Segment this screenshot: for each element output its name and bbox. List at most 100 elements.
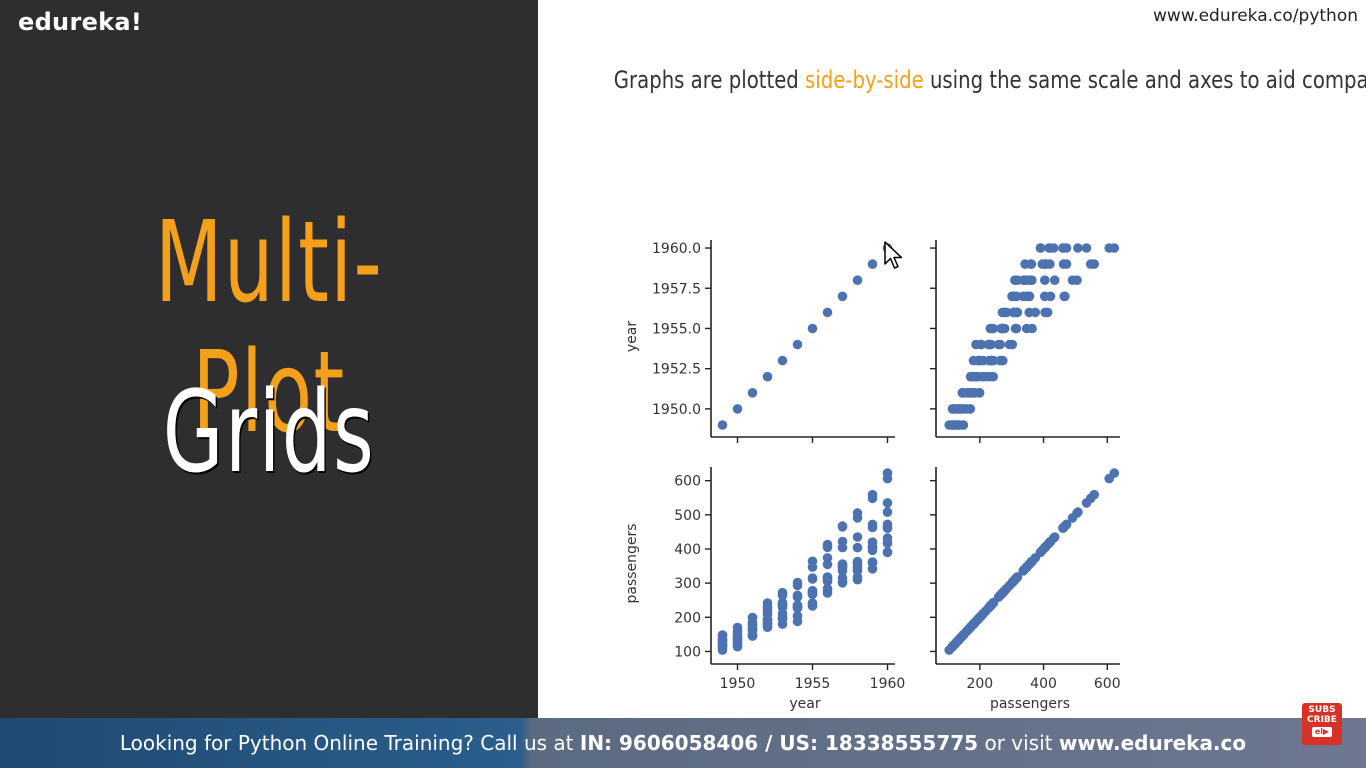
year-vs-year-point [867, 259, 878, 269]
passengers-vs-year-point [1048, 243, 1059, 253]
year-vs-passengers-point [777, 599, 788, 610]
passengers-ytick-label: 400 [674, 542, 701, 558]
passengers-vs-passengers-point [986, 599, 997, 610]
passengers-vs-passengers-point [997, 588, 1008, 598]
year-vs-passengers-point [852, 565, 863, 576]
banner-phone-numbers[interactable]: IN: 9606058406 / US: 18338555775 [579, 731, 979, 755]
year-vs-year-point [807, 323, 818, 334]
passengers-vs-passengers-point [1058, 523, 1068, 533]
year-vs-passengers-point [867, 522, 878, 533]
year-vs-passengers-point [822, 588, 833, 598]
year-xtick-label: 1950 [720, 676, 756, 692]
passengers-vs-year-point [1040, 291, 1050, 302]
year-vs-passengers-point [852, 508, 863, 518]
year-vs-passengers-point [837, 542, 848, 553]
passengers-vs-year-point [1008, 291, 1019, 302]
passengers-xtick-label: 600 [1094, 676, 1120, 692]
passengers-vs-year-point [1058, 259, 1069, 269]
passengers-xtick-label: 200 [966, 676, 993, 692]
passengers-vs-year-point [999, 323, 1010, 334]
passengers-vs-year-point [1010, 275, 1020, 285]
year-vs-year-point [822, 307, 833, 318]
passengers-vs-year-point [1026, 259, 1037, 269]
year-vs-passengers-point [792, 611, 803, 622]
passengers-vs-year-point [1104, 243, 1114, 253]
passengers-vs-passengers-point [1081, 498, 1092, 508]
headline-highlight: side-by-side [805, 66, 924, 94]
year-vs-passengers-point [792, 580, 803, 591]
slide-title-line1: Multi-Plot [154, 198, 384, 458]
year-vs-passengers-point [732, 641, 743, 652]
year-vs-passengers-point [762, 614, 773, 625]
passengers-vs-year-point [975, 355, 985, 366]
year-vs-passengers-point [837, 566, 848, 576]
passengers-vs-year-point [1040, 259, 1050, 269]
mouse-cursor-icon [884, 241, 903, 269]
passengers-xtick-label: 400 [1030, 676, 1057, 692]
year-vs-passengers-point [777, 612, 788, 622]
site-url[interactable]: www.edureka.co/python [1153, 6, 1358, 26]
passengers-vs-year-point [1025, 275, 1036, 285]
passengers-vs-year-point [1018, 275, 1029, 285]
passengers-vs-year-point [986, 355, 997, 366]
year-vs-passengers-point [837, 521, 848, 531]
year-xtick-label: 1955 [795, 676, 831, 692]
passengers-vs-year-point [976, 339, 986, 350]
passengers-vs-passengers-point [976, 611, 986, 622]
headline-text-before: Graphs are plotted [613, 66, 806, 94]
passengers-vs-year-point [984, 339, 994, 350]
passengers-ytick-label: 300 [674, 576, 701, 592]
year-vs-passengers-point [822, 542, 833, 553]
promo-banner: Looking for Python Online Training? Call… [0, 718, 1366, 768]
year-vs-passengers-point [807, 562, 818, 572]
passengers-vs-passengers-point [1104, 473, 1114, 484]
year-ytick-label: 1957.5 [652, 281, 701, 297]
year-vs-passengers-point [837, 576, 848, 587]
passengers-vs-passengers-point [1035, 547, 1046, 558]
banner-prefix: Looking for Python Online Training? Call… [119, 731, 580, 755]
year-vs-passengers-point [792, 592, 803, 602]
year-vs-year-point [777, 355, 788, 366]
year-vs-passengers-point [732, 633, 743, 643]
headline-text-after: using the same scale and axes to aid com… [929, 66, 1366, 94]
passengers-ytick-label: 600 [674, 474, 701, 490]
passengers-ytick-label: 500 [674, 508, 701, 524]
year-vs-passengers-point [807, 574, 818, 584]
passengers-vs-passengers-point [1026, 557, 1037, 567]
year-vs-passengers-point [882, 507, 893, 517]
passengers-vs-year-point [1024, 307, 1034, 318]
year-vs-passengers-point [882, 473, 893, 484]
year-vs-passengers-point [747, 624, 758, 634]
year-vs-passengers-point [807, 599, 818, 610]
year-vs-passengers-point [777, 619, 788, 629]
passengers-vs-year-point [968, 355, 979, 366]
passengers-vs-year-point [993, 339, 1004, 350]
passengers-vs-year-point [1035, 243, 1046, 253]
subscribe-button[interactable]: SUBS CRIBE el▶ [1302, 703, 1342, 745]
year-vs-year-point [747, 388, 758, 398]
passengers-vs-year-point [1021, 323, 1032, 334]
passengers-vs-passengers-point [1073, 507, 1083, 517]
passengers-axis-label: passengers [624, 523, 640, 603]
year-ytick-label: 1955.0 [652, 321, 701, 337]
passengers-vs-year-point [998, 355, 1008, 366]
year-vs-passengers-point [867, 542, 878, 553]
passengers-vs-year-point [1040, 307, 1050, 318]
passengers-vs-year-point [1040, 275, 1050, 285]
year-vs-year-point [852, 275, 863, 285]
passengers-vs-passengers-point [1048, 533, 1059, 543]
year-ytick-label: 1950.0 [652, 402, 701, 418]
passengers-vs-year-point [1060, 291, 1070, 302]
year-vs-year-point [762, 371, 773, 382]
promo-banner-text: Looking for Python Online Training? Call… [0, 731, 1366, 755]
year-vs-year-point [717, 420, 728, 430]
year-vs-passengers-point [807, 585, 818, 596]
year-ytick-label: 1960.0 [652, 241, 701, 257]
year-vs-year-point [792, 339, 803, 350]
subscribe-label-2: CRIBE [1307, 715, 1337, 725]
year-vs-passengers-point [852, 574, 863, 585]
passengers-x-axis-label: passengers [990, 696, 1070, 712]
slide-title-line2: Grids [162, 368, 376, 498]
banner-site-link[interactable]: www.edureka.co [1058, 731, 1247, 755]
year-ytick-label: 1952.5 [652, 362, 701, 378]
